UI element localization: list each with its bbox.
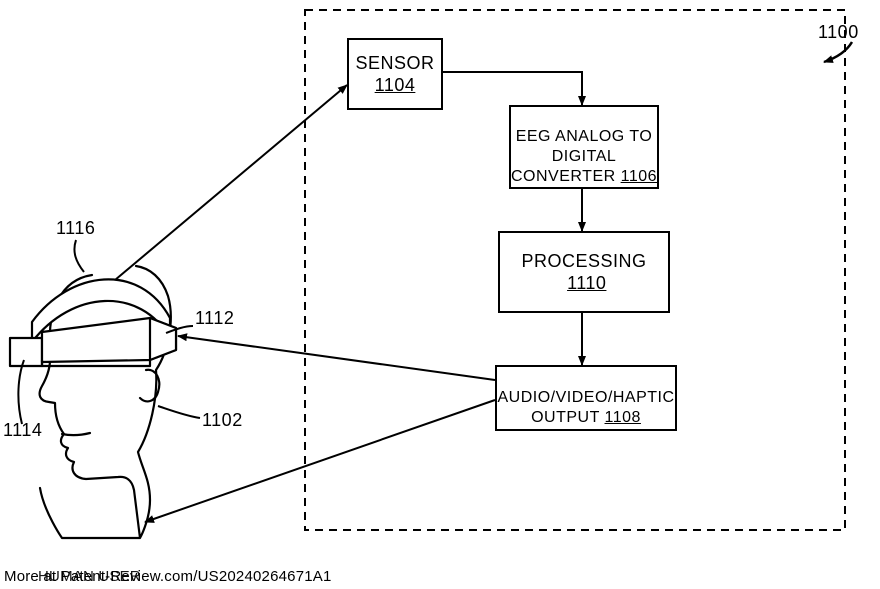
processing-label: PROCESSING xyxy=(521,251,646,271)
sensor-label: SENSOR xyxy=(355,53,434,73)
label-1116: 1116 xyxy=(56,218,95,239)
fig-ref-arrow xyxy=(824,42,852,62)
footer-line: More at Patent-Review.com/US20240264671A… xyxy=(4,568,332,585)
processing-box: PROCESSING 1110 xyxy=(498,231,670,313)
label-1112: 1112 xyxy=(195,308,234,329)
fig-ref-label: 1100 xyxy=(818,22,859,43)
label-1102: 1102 xyxy=(202,410,243,431)
processing-ref: 1110 xyxy=(567,273,606,293)
adc-label: EEG ANALOG TO DIGITAL CONVERTER 1106 xyxy=(511,128,657,185)
output-box: AUDIO/VIDEO/HAPTIC OUTPUT 1108 xyxy=(495,365,677,431)
sensor-box: SENSOR 1104 xyxy=(347,38,443,110)
vr-headset xyxy=(10,279,176,366)
output-label: AUDIO/VIDEO/HAPTIC OUTPUT 1108 xyxy=(497,389,674,425)
adc-box: EEG ANALOG TO DIGITAL CONVERTER 1106 xyxy=(509,105,659,189)
label-1114: 1114 xyxy=(3,420,42,441)
sensor-ref: 1104 xyxy=(375,74,416,97)
footer-overlay: HUMAN USER xyxy=(38,568,141,585)
output-ref: 1108 xyxy=(605,409,641,426)
adc-ref: 1106 xyxy=(621,168,657,185)
